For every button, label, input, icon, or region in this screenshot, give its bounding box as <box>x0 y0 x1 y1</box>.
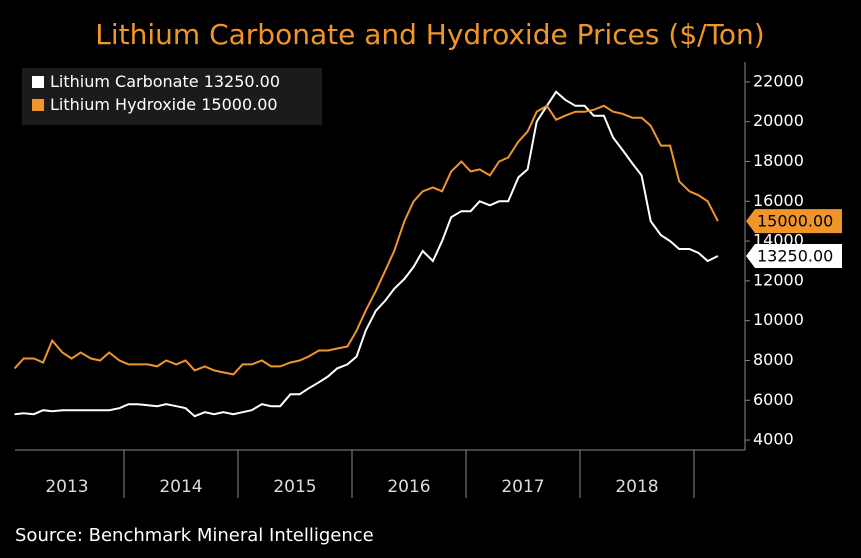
x-tick-label: 2013 <box>45 477 88 497</box>
legend-box <box>22 68 322 125</box>
x-tick-label: 2015 <box>273 477 316 497</box>
tag-shape <box>746 209 842 234</box>
y-tick-label: 22000 <box>753 71 804 90</box>
legend-value: 13250.00 <box>204 72 280 91</box>
x-tick-label: 2018 <box>615 477 658 497</box>
last-value-tag: 15000.00 <box>746 209 842 234</box>
line-series <box>14 90 719 418</box>
line-series <box>13 104 719 376</box>
y-tick-label: 8000 <box>753 350 794 369</box>
legend-name: Lithium Hydroxide <box>50 95 196 114</box>
x-tick-label: 2014 <box>159 477 202 497</box>
x-tick-label: 2017 <box>501 477 544 497</box>
legend-label: Lithium Hydroxide 15000.00 <box>50 95 278 114</box>
y-tick-label: 10000 <box>753 310 804 329</box>
y-tick-label: 4000 <box>753 430 794 449</box>
legend-name: Lithium Carbonate <box>50 72 199 91</box>
source: Source: Benchmark Mineral Intelligence <box>15 525 374 546</box>
tag-shape <box>746 244 842 268</box>
legend-swatch <box>32 76 44 88</box>
x-tick-label: 2016 <box>387 477 430 497</box>
legend-value: 15000.00 <box>201 95 277 114</box>
legend-swatch <box>32 99 44 111</box>
tag-label: 15000.00 <box>757 212 833 231</box>
y-tick-label: 18000 <box>753 151 804 170</box>
last-value-tag: 13250.00 <box>746 244 842 268</box>
chart-title: Lithium Carbonate and Hydroxide Prices (… <box>95 18 764 51</box>
y-tick-label: 12000 <box>753 270 804 289</box>
y-tick-label: 16000 <box>753 191 804 210</box>
y-tick-label: 20000 <box>753 111 804 130</box>
legend-label: Lithium Carbonate 13250.00 <box>50 72 280 91</box>
y-tick-label: 6000 <box>753 390 794 409</box>
tag-label: 13250.00 <box>757 247 833 266</box>
